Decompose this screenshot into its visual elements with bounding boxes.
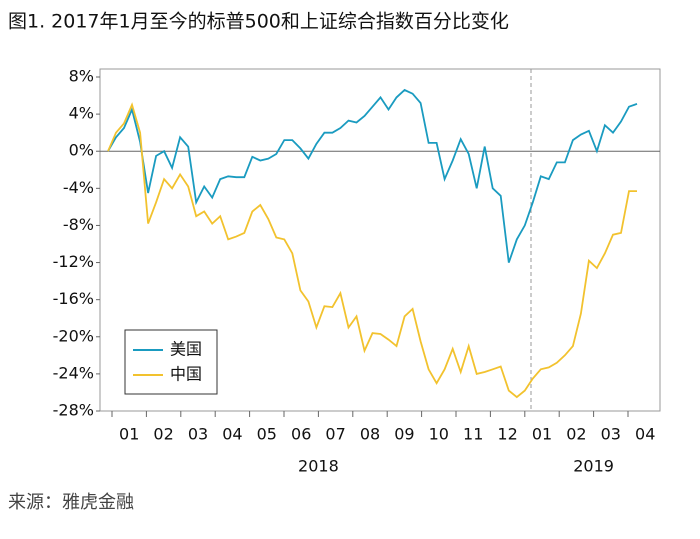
- legend-label: 美国: [170, 340, 202, 359]
- plot-frame: [99, 68, 661, 412]
- x-tick-label: 04: [222, 425, 242, 444]
- x-tick-label: 03: [188, 425, 208, 444]
- x-group-label: 2018: [298, 457, 339, 476]
- y-tick-label: -28%: [53, 401, 94, 420]
- y-tick-label: -20%: [53, 326, 94, 345]
- x-tick-label: 02: [566, 425, 586, 444]
- x-tick-label: 01: [532, 425, 552, 444]
- source: 来源：雅虎金融: [8, 492, 134, 513]
- x-tick-label: 10: [429, 425, 449, 444]
- y-tick-label: 8%: [69, 67, 94, 86]
- y-tick-label: -16%: [53, 289, 94, 308]
- x-tick-label: 01: [119, 425, 139, 444]
- series-line: [107, 102, 637, 399]
- series-line: [107, 88, 638, 263]
- x-tick-label: 12: [497, 425, 517, 444]
- y-tick-label: -12%: [53, 252, 94, 271]
- legend-box: [124, 329, 218, 395]
- y-tick-label: -4%: [63, 178, 94, 197]
- x-tick-label: 07: [325, 425, 345, 444]
- x-tick-label: 04: [635, 425, 655, 444]
- y-tick-label: -24%: [53, 363, 94, 382]
- x-tick-label: 09: [394, 425, 414, 444]
- legend-label: 中国: [170, 365, 202, 384]
- x-group-label: 2019: [573, 457, 614, 476]
- x-tick-label: 06: [291, 425, 311, 444]
- chart-title: 图1. 2017年1月至今的标普500和上证综合指数百分比变化: [8, 11, 509, 33]
- x-tick-label: 11: [463, 425, 483, 444]
- y-tick-label: -8%: [63, 215, 94, 234]
- x-tick-label: 02: [153, 425, 173, 444]
- x-tick-label: 05: [257, 425, 277, 444]
- x-tick-label: 08: [360, 425, 380, 444]
- y-tick-label: 4%: [69, 104, 94, 123]
- y-tick-label: 0%: [69, 141, 94, 160]
- x-tick-label: 03: [601, 425, 621, 444]
